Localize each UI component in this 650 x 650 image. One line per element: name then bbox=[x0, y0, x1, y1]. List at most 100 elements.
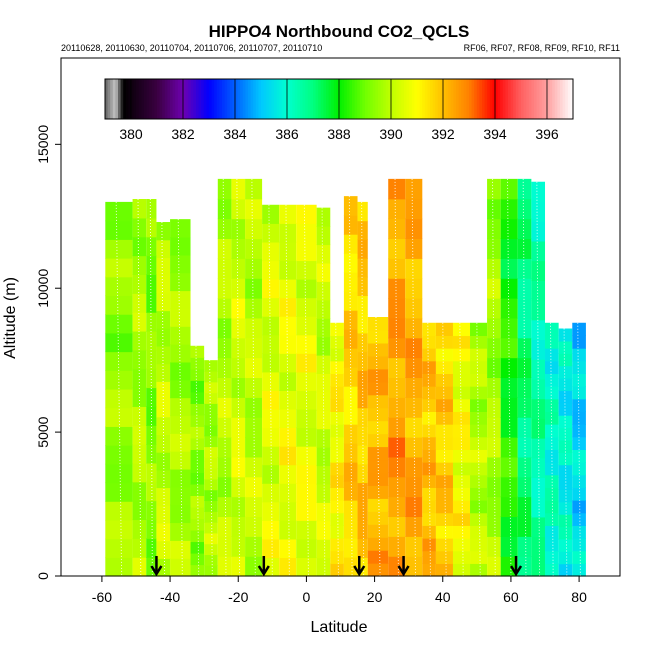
colorbar-label: 392 bbox=[431, 126, 455, 142]
heatmap-cell bbox=[500, 337, 518, 359]
heatmap-cell bbox=[517, 456, 532, 478]
heatmap-cell bbox=[330, 398, 344, 412]
heatmap-cell bbox=[470, 360, 488, 374]
heatmap-column bbox=[245, 178, 263, 577]
colorbar-swatch bbox=[193, 79, 197, 119]
heatmap-cell bbox=[231, 218, 246, 240]
colorbar-swatch bbox=[474, 79, 478, 119]
heatmap-cell bbox=[245, 298, 263, 319]
heatmap-cell bbox=[572, 322, 586, 337]
heatmap-cell bbox=[367, 342, 389, 357]
heatmap-cell bbox=[487, 437, 501, 458]
colorbar-swatch bbox=[383, 79, 387, 119]
heatmap-cell bbox=[357, 463, 368, 484]
heatmap-cell bbox=[231, 496, 246, 518]
heatmap-cell bbox=[217, 278, 232, 299]
heatmap-cell bbox=[357, 220, 368, 240]
heatmap-cell bbox=[572, 550, 586, 564]
heatmap-cell bbox=[190, 495, 205, 508]
colorbar-swatch bbox=[292, 79, 296, 119]
heatmap-cell bbox=[531, 339, 546, 360]
heatmap-cell bbox=[262, 204, 280, 224]
colorbar-swatch bbox=[157, 79, 161, 119]
colorbar-swatch bbox=[370, 79, 374, 119]
heatmap-cell bbox=[262, 279, 280, 299]
heatmap-cell bbox=[531, 359, 546, 380]
colorbar-swatch bbox=[349, 79, 353, 119]
heatmap-cell bbox=[330, 373, 344, 387]
colorbar-swatch bbox=[201, 79, 205, 119]
heatmap-cell bbox=[105, 557, 133, 577]
heatmap-cell bbox=[487, 198, 501, 220]
flight-track bbox=[507, 178, 512, 577]
heatmap-cell bbox=[132, 217, 147, 238]
heatmap-cell bbox=[367, 317, 389, 331]
heatmap-cell bbox=[558, 563, 573, 577]
heatmap-cell bbox=[343, 405, 358, 425]
colorbar-swatch bbox=[162, 79, 166, 119]
heatmap-column bbox=[487, 178, 501, 577]
colorbar-swatch bbox=[190, 79, 194, 119]
heatmap-cell bbox=[531, 457, 546, 479]
heatmap-cell bbox=[388, 536, 406, 557]
heatmap-cell bbox=[558, 340, 573, 354]
heatmap-cell bbox=[470, 512, 488, 526]
heatmap-cell bbox=[357, 276, 368, 297]
heatmap-cell bbox=[357, 295, 368, 315]
colorbar-swatch bbox=[224, 79, 228, 119]
heatmap-cell bbox=[316, 281, 331, 301]
heatmap-cell bbox=[405, 516, 423, 537]
colorbar-swatch bbox=[419, 79, 423, 119]
heatmap-cell bbox=[405, 218, 423, 240]
heatmap-cell bbox=[262, 297, 280, 317]
heatmap-cell bbox=[296, 204, 317, 224]
heatmap-cell bbox=[422, 360, 436, 374]
colorbar-swatch bbox=[253, 79, 257, 119]
colorbar-swatch bbox=[367, 79, 371, 119]
heatmap-cell bbox=[343, 291, 358, 311]
colorbar-swatch bbox=[310, 79, 314, 119]
heatmap-cell bbox=[245, 278, 263, 299]
heatmap-cell bbox=[545, 386, 559, 400]
colorbar-label: 382 bbox=[171, 126, 195, 142]
heatmap-cell bbox=[190, 357, 205, 370]
heatmap-column bbox=[545, 322, 559, 577]
colorbar-swatch bbox=[237, 79, 241, 119]
colorbar-swatch bbox=[432, 79, 436, 119]
heatmap-cell bbox=[316, 373, 331, 393]
colorbar-swatch bbox=[487, 79, 491, 119]
heatmap-cell bbox=[262, 334, 280, 354]
flight-track bbox=[335, 322, 339, 577]
colorbar-swatch bbox=[333, 79, 337, 119]
heatmap-cell bbox=[217, 357, 232, 379]
heatmap-cell bbox=[204, 511, 218, 523]
colorbar-swatch bbox=[131, 79, 135, 119]
colorbar-swatch bbox=[151, 79, 155, 119]
heatmap-column bbox=[357, 201, 368, 577]
colorbar-swatch bbox=[320, 79, 324, 119]
colorbar-swatch bbox=[523, 79, 527, 119]
colorbar-swatch bbox=[440, 79, 444, 119]
heatmap-cell bbox=[170, 326, 191, 345]
heatmap-cell bbox=[558, 452, 573, 466]
heatmap-cell bbox=[132, 557, 147, 577]
colorbar-swatch bbox=[552, 79, 556, 119]
heatmap-column bbox=[470, 322, 488, 577]
heatmap-cell bbox=[388, 238, 406, 259]
heatmap-cell bbox=[316, 391, 331, 411]
heatmap-column bbox=[572, 322, 586, 577]
chart-title: HIPPO4 Northbound CO2_QCLS bbox=[209, 22, 470, 41]
heatmap-cell bbox=[170, 433, 191, 452]
flight-track bbox=[411, 178, 416, 577]
heatmap-cell bbox=[435, 462, 453, 476]
colorbar-swatch bbox=[287, 79, 291, 119]
colorbar-swatch bbox=[302, 79, 306, 119]
colorbar-swatch bbox=[352, 79, 356, 119]
colorbar-swatch bbox=[188, 79, 192, 119]
heatmap-cell bbox=[405, 456, 423, 478]
heatmap-cell bbox=[156, 487, 171, 506]
heatmap-cell bbox=[367, 407, 389, 422]
heatmap-cell bbox=[357, 370, 368, 390]
heatmap-cell bbox=[132, 481, 147, 502]
